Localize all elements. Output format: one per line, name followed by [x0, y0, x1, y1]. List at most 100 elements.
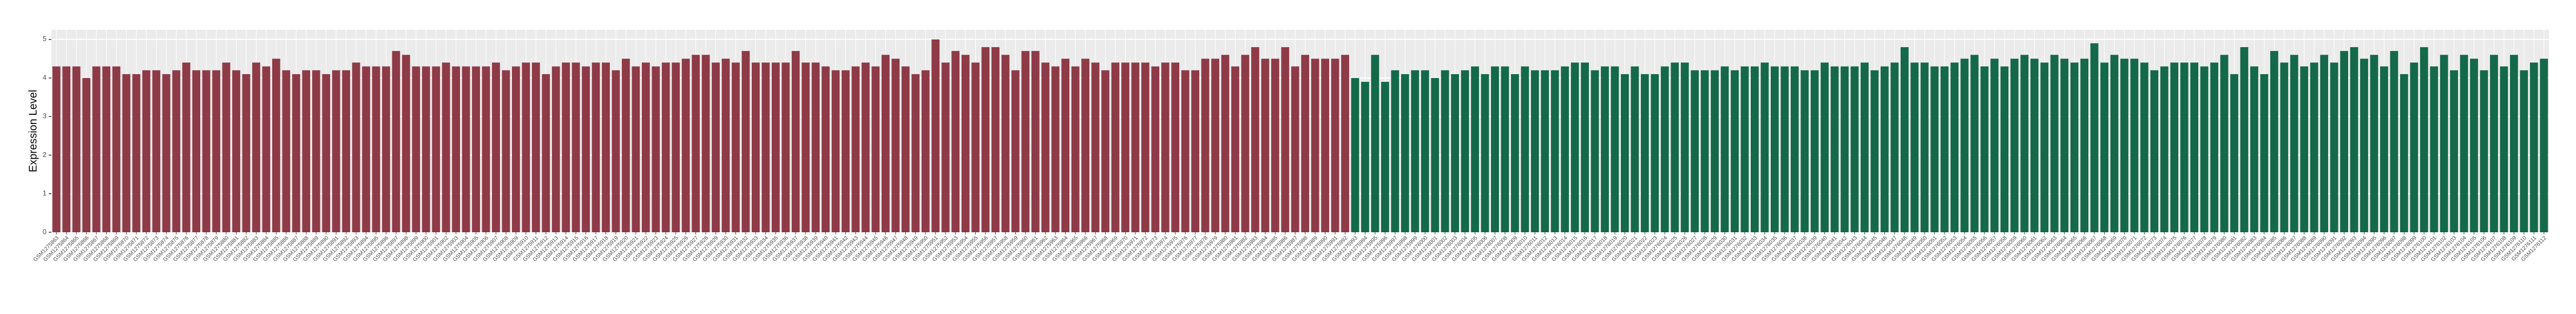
- bar: [362, 66, 370, 232]
- bar: [452, 66, 461, 232]
- bar: [2390, 51, 2398, 232]
- bar: [1581, 62, 1589, 233]
- bar: [1021, 51, 1030, 232]
- bar: [2470, 58, 2478, 232]
- bar: [1191, 70, 1200, 233]
- bar: [2330, 62, 2338, 233]
- bar: [2310, 62, 2318, 233]
- bar: [752, 62, 760, 233]
- bar: [741, 51, 750, 232]
- bar: [791, 51, 800, 232]
- bar: [72, 66, 81, 232]
- bar: [1101, 70, 1109, 233]
- bar: [2040, 62, 2049, 233]
- bar: [2010, 58, 2019, 232]
- bar: [951, 51, 960, 232]
- bar: [2450, 70, 2459, 233]
- bar: [2400, 74, 2408, 232]
- bar: [822, 66, 830, 232]
- y-axis-label: Expression Level: [27, 90, 39, 172]
- bar: [352, 62, 360, 233]
- bar: [1151, 66, 1160, 232]
- bar: [1201, 58, 1210, 232]
- bar: [612, 70, 620, 233]
- y-tick-label: 4: [43, 73, 47, 81]
- bar: [2100, 62, 2108, 233]
- bar: [1900, 47, 1909, 233]
- bar: [292, 74, 300, 232]
- bar: [2340, 51, 2348, 232]
- bar: [1720, 66, 1729, 232]
- bar: [981, 47, 990, 233]
- bar: [1601, 66, 1609, 232]
- bar: [2190, 62, 2199, 233]
- bar: [842, 70, 850, 233]
- bar: [332, 70, 340, 233]
- bar: [1691, 70, 1699, 233]
- bar: [2540, 58, 2548, 232]
- bar: [1561, 66, 1569, 232]
- bar: [1121, 62, 1129, 233]
- bar: [2030, 58, 2039, 232]
- bar: [62, 66, 71, 232]
- bar: [831, 70, 840, 233]
- bar: [1711, 70, 1719, 233]
- bar: [1680, 62, 1689, 233]
- bar: [1740, 66, 1749, 232]
- bar: [1181, 70, 1190, 233]
- bar: [851, 66, 860, 232]
- bar: [1081, 58, 1089, 232]
- bar: [212, 70, 220, 233]
- bar: [132, 74, 141, 232]
- bar: [1821, 62, 1829, 233]
- bar: [202, 70, 211, 233]
- bar: [1960, 58, 1969, 232]
- bar: [921, 70, 930, 233]
- bar: [712, 62, 720, 233]
- bar: [1361, 82, 1369, 232]
- bar: [1970, 55, 1979, 233]
- bar: [162, 74, 170, 232]
- bar: [342, 70, 350, 233]
- bar: [941, 62, 950, 233]
- bar: [1570, 62, 1579, 233]
- bar: [2250, 66, 2258, 232]
- bar: [641, 62, 650, 233]
- bar: [1990, 58, 1999, 232]
- bar: [1071, 66, 1080, 232]
- bar: [632, 66, 640, 232]
- bar: [182, 62, 190, 233]
- bar: [302, 70, 311, 233]
- bar: [652, 66, 660, 232]
- bar: [961, 55, 970, 233]
- bar: [1441, 70, 1449, 233]
- bar: [1890, 62, 1899, 233]
- bar: [1351, 78, 1359, 233]
- bar: [1421, 70, 1429, 233]
- bar: [1640, 74, 1649, 232]
- bar: [1511, 74, 1519, 232]
- bar: [1131, 62, 1140, 233]
- bar: [901, 66, 910, 232]
- bar: [1521, 66, 1529, 232]
- bar: [82, 78, 90, 233]
- bar: [522, 62, 530, 233]
- bar: [592, 62, 600, 233]
- bar: [1800, 70, 1809, 233]
- bar: [1311, 58, 1319, 232]
- bar: [732, 62, 740, 233]
- bar: [1241, 55, 1250, 233]
- bar: [2460, 55, 2468, 233]
- bar: [692, 55, 700, 233]
- y-tick-label: 2: [43, 151, 47, 159]
- bar: [1881, 66, 1889, 232]
- bar: [282, 70, 291, 233]
- bar: [1591, 70, 1599, 233]
- bar: [2360, 58, 2368, 232]
- bar: [512, 66, 520, 232]
- y-tick-label: 3: [43, 112, 47, 120]
- bar: [312, 70, 320, 233]
- bar: [801, 62, 810, 233]
- bar: [2000, 66, 2009, 232]
